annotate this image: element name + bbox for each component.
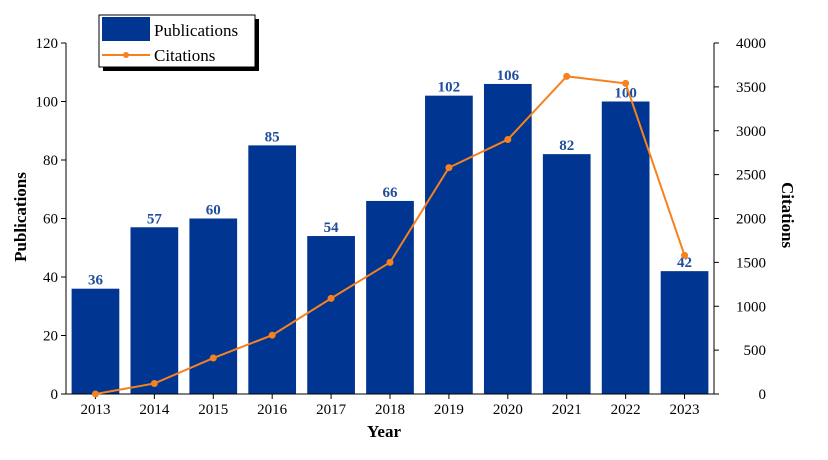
axes-group: 0 20 40 60 80 100 120 0 500 1000 1500 2000 2500 3000 3…: [36, 36, 767, 418]
legend-swatch-publications: [102, 17, 150, 41]
bar-label-2017: 54: [324, 220, 340, 236]
x-tick-label-2022: 2022: [611, 402, 641, 418]
citations-point-2018: [386, 258, 394, 266]
legend-label-citations: Citations: [154, 46, 215, 65]
bar-2015: [189, 218, 238, 394]
y-tick-label: 40: [43, 270, 58, 286]
legend-marker-citations: [123, 52, 129, 58]
bar-2021: [542, 154, 591, 394]
citations-point-2016: [268, 331, 276, 339]
bar-2016: [248, 145, 297, 394]
bar-label-2022: 100: [614, 86, 637, 102]
bar-2023: [660, 271, 709, 394]
y-tick-label: 120: [36, 36, 59, 52]
y2-tick-label: 2500: [736, 168, 766, 184]
bar-label-2016: 85: [265, 129, 280, 145]
legend-label-publications: Publications: [154, 21, 238, 40]
y2-tick-label: 1000: [736, 299, 766, 315]
citations-point-2013: [91, 390, 99, 398]
x-tick-label-2021: 2021: [552, 402, 582, 418]
citations-point-2019: [445, 164, 453, 172]
y-tick-label: 60: [43, 212, 58, 228]
citations-point-2021: [563, 72, 571, 80]
y2-tick-label: 3500: [736, 80, 766, 96]
citations-line-group: [91, 72, 689, 398]
bars-group: [71, 83, 709, 395]
citations-point-2020: [504, 136, 512, 144]
x-tick-label-2014: 2014: [139, 402, 170, 418]
citations-point-2015: [209, 354, 217, 362]
bar-2017: [307, 236, 355, 394]
citations-point-2014: [150, 379, 158, 387]
bar-label-2018: 66: [383, 185, 399, 201]
citations-point-2022: [622, 79, 630, 87]
bar-2014: [130, 227, 179, 394]
x-tick-label-2016: 2016: [257, 402, 288, 418]
bar-label-2013: 36: [88, 273, 104, 289]
y2-tick-label: 500: [744, 343, 767, 359]
bar-2022: [601, 101, 650, 394]
bar-label-2020: 106: [497, 68, 520, 84]
x-tick-label-2020: 2020: [493, 402, 523, 418]
bar-2020: [483, 83, 532, 394]
y2-tick-label: 0: [759, 387, 767, 403]
x-tick-label-2023: 2023: [670, 402, 700, 418]
y-tick-label: 0: [51, 387, 59, 403]
y2-axis-title: Citations: [778, 182, 797, 249]
bar-label-2015: 60: [206, 203, 221, 219]
y-tick-label: 20: [43, 329, 58, 345]
x-axis-title: Year: [367, 422, 401, 441]
x-tick-label-2015: 2015: [198, 402, 228, 418]
y2-tick-label: 1500: [736, 255, 766, 271]
x-tick-label-2018: 2018: [375, 402, 405, 418]
citations-point-2023: [681, 251, 689, 259]
x-tick-label-2013: 2013: [80, 402, 110, 418]
citations-point-2017: [327, 294, 335, 302]
bar-2019: [425, 95, 473, 395]
bar-label-2014: 57: [147, 211, 163, 227]
y-tick-label: 80: [43, 153, 58, 169]
y2-tick-label: 4000: [736, 36, 766, 52]
bar-label-2023: 42: [677, 255, 692, 271]
y2-tick-label: 3000: [736, 124, 766, 140]
y2-tick-label: 2000: [736, 212, 766, 228]
bar-label-2021: 82: [559, 138, 574, 154]
y-tick-label: 100: [36, 95, 59, 111]
y-axis-title: Publications: [11, 172, 30, 262]
bar-label-2019: 102: [438, 80, 461, 96]
bar-2018: [366, 200, 414, 394]
x-tick-label-2019: 2019: [434, 402, 464, 418]
bar-2013: [71, 288, 120, 394]
x-tick-label-2017: 2017: [316, 402, 347, 418]
legend: Publications Citations: [98, 14, 259, 71]
